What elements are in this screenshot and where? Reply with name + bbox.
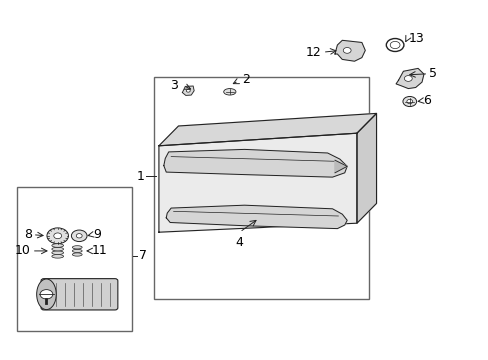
Text: 5: 5 [428,67,436,80]
Polygon shape [159,133,356,232]
Circle shape [406,99,412,104]
Ellipse shape [52,244,63,247]
Circle shape [54,233,61,239]
Ellipse shape [72,253,82,256]
Text: 6: 6 [422,94,430,107]
Circle shape [386,39,403,51]
Text: 10: 10 [15,244,31,257]
Circle shape [71,230,87,242]
Polygon shape [163,149,346,177]
Polygon shape [182,86,194,95]
Polygon shape [356,113,376,223]
Polygon shape [166,205,346,229]
Text: 2: 2 [242,73,249,86]
Circle shape [343,48,350,53]
Ellipse shape [37,279,56,310]
Polygon shape [395,68,423,89]
FancyBboxPatch shape [41,279,118,310]
Text: 11: 11 [92,244,107,257]
Circle shape [47,228,68,244]
Text: 9: 9 [93,228,101,241]
Circle shape [389,41,399,49]
Text: 7: 7 [139,249,147,262]
Circle shape [186,89,190,92]
Ellipse shape [223,89,236,95]
Circle shape [404,76,411,81]
Ellipse shape [52,251,63,255]
Text: 4: 4 [235,236,243,249]
Ellipse shape [72,246,82,249]
Text: 13: 13 [407,32,423,45]
Text: 3: 3 [169,79,177,92]
Polygon shape [159,113,376,146]
Text: 12: 12 [305,46,321,59]
Circle shape [402,96,416,107]
Bar [17,187,132,331]
Ellipse shape [52,255,63,258]
Text: 1: 1 [136,170,144,183]
Polygon shape [334,40,365,61]
Ellipse shape [72,249,82,253]
Bar [154,77,368,299]
Ellipse shape [52,247,63,251]
Text: 8: 8 [24,228,32,241]
Circle shape [76,234,82,238]
Polygon shape [334,160,346,173]
Circle shape [40,289,53,299]
